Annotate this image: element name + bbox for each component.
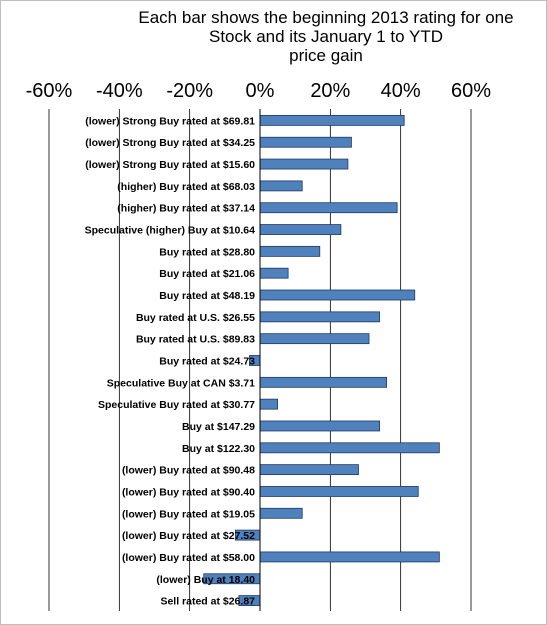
bar [259,442,440,454]
x-tick-label: 40% [381,80,421,102]
category-label: Buy rated at $21.06 [159,268,255,280]
x-axis-ticks: -60% -40% -20% 0% 20% 40% 60% [26,80,492,102]
bar [259,333,370,345]
bar [259,551,440,563]
bar [259,158,349,170]
bar [259,115,405,126]
category-labels: (lower) Strong Buy rated at $69.81 (lower… [85,115,256,607]
category-label: (lower) Buy rated at $27.52 [122,530,255,542]
bar [259,398,278,410]
x-tick-label: 20% [310,80,350,102]
chart-title-line: Stock and its January 1 to YTD [209,27,443,46]
gridlines [48,109,472,611]
category-label: (higher) Buy rated at $68.03 [117,181,255,193]
category-label: (lower) Strong Buy rated at $15.60 [85,159,255,171]
category-label: Buy at $147.29 [182,421,255,433]
category-label: (lower) Buy rated at $58.00 [122,552,255,564]
bar [259,464,359,476]
bars [203,115,440,606]
category-label: Buy rated at U.S. $26.55 [136,312,255,324]
category-label: Buy rated at $24.73 [159,356,255,368]
category-label: (lower) Strong Buy rated at $69.81 [85,115,255,127]
category-label: (lower) Buy rated at $19.05 [122,508,255,520]
category-label: (higher) Buy rated at $37.14 [117,203,255,215]
bar [259,376,387,388]
category-label: (lower) Strong Buy rated at $34.25 [85,137,255,149]
chart-title: Each bar shows the beginning 2013 rating… [138,8,513,65]
bar [259,311,380,323]
x-tick-label: 0% [246,80,275,102]
bar [259,486,419,497]
x-tick-label: 60% [451,80,491,102]
category-label: (lower) Buy rated at $90.48 [122,465,255,477]
x-tick-label: -40% [96,80,143,102]
chart-title-line: price gain [289,46,363,65]
category-label: Speculative (higher) Buy at $10.64 [85,225,256,237]
bar [259,420,380,432]
category-label: Speculative Buy rated at $30.77 [98,399,255,411]
bar [259,180,303,192]
bar [259,202,398,214]
bar [259,224,342,235]
x-tick-label: -20% [166,80,213,102]
bar [259,267,289,279]
bar [259,245,321,257]
category-label: Buy rated at U.S. $89.83 [136,334,255,346]
bar [259,507,303,519]
category-label: (lower) Buy rated at $90.40 [122,486,255,498]
category-label: Speculative Buy at CAN $3.71 [107,377,255,389]
bar [259,289,416,301]
category-label: Buy at $122.30 [182,443,255,455]
category-label: Buy rated at $28.80 [159,246,255,258]
chart-title-line: Each bar shows the beginning 2013 rating… [138,8,513,27]
category-label: (lower) Buy at 18.40 [156,574,255,586]
x-tick-label: -60% [26,80,73,102]
category-label: Buy rated at $48.19 [159,290,255,302]
category-label: Sell rated at $26.87 [160,596,255,608]
bar [259,136,352,148]
